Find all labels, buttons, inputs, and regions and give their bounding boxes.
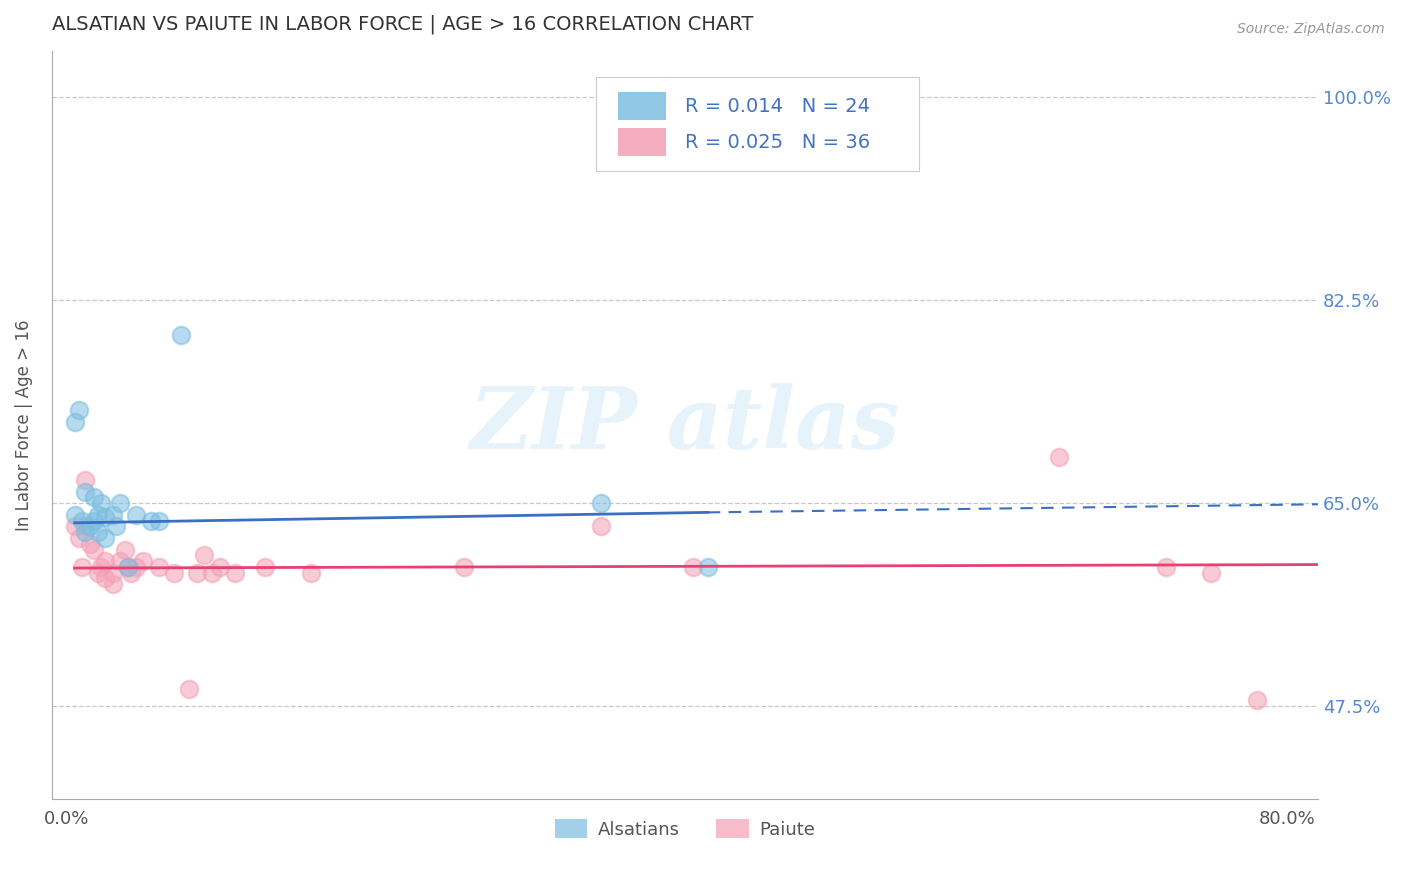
Point xyxy=(208,560,231,574)
Text: ALSATIAN VS PAIUTE IN LABOR FORCE | AGE > 16 CORRELATION CHART: ALSATIAN VS PAIUTE IN LABOR FORCE | AGE … xyxy=(52,15,754,35)
Point xyxy=(163,566,186,580)
Point xyxy=(453,560,475,574)
Point xyxy=(83,542,105,557)
Text: R = 0.025   N = 36: R = 0.025 N = 36 xyxy=(685,133,870,153)
Point xyxy=(139,514,162,528)
FancyBboxPatch shape xyxy=(617,128,666,156)
Point xyxy=(83,491,105,505)
Point xyxy=(86,508,108,522)
Text: ZIP atlas: ZIP atlas xyxy=(470,383,900,467)
Point xyxy=(75,473,97,487)
Point xyxy=(86,566,108,580)
Point xyxy=(186,566,208,580)
Point xyxy=(124,560,146,574)
Point xyxy=(193,549,215,563)
Point xyxy=(117,560,139,574)
Point xyxy=(90,560,112,574)
Point xyxy=(94,510,117,524)
FancyBboxPatch shape xyxy=(617,92,666,120)
Point xyxy=(1047,450,1070,464)
Y-axis label: In Labor Force | Age > 16: In Labor Force | Age > 16 xyxy=(15,319,32,531)
Point xyxy=(124,508,146,522)
Point xyxy=(75,525,97,540)
Point xyxy=(72,514,94,528)
Point xyxy=(67,531,90,545)
Point xyxy=(148,514,170,528)
Point xyxy=(86,525,108,540)
Point xyxy=(254,560,277,574)
Point xyxy=(104,519,127,533)
Point xyxy=(101,508,124,522)
Point xyxy=(101,566,124,580)
Point xyxy=(94,531,117,545)
Point xyxy=(1201,566,1223,580)
Point xyxy=(67,403,90,417)
Point xyxy=(75,519,97,533)
Text: Source: ZipAtlas.com: Source: ZipAtlas.com xyxy=(1237,22,1385,37)
Point xyxy=(114,542,136,557)
Point xyxy=(148,560,170,574)
Point xyxy=(63,415,86,429)
Point xyxy=(1154,560,1177,574)
Point xyxy=(63,519,86,533)
Point xyxy=(94,554,117,568)
Point xyxy=(72,560,94,574)
Legend: Alsatians, Paiute: Alsatians, Paiute xyxy=(547,812,823,846)
Point xyxy=(589,496,612,510)
Point xyxy=(110,554,132,568)
Point xyxy=(79,537,101,551)
Point xyxy=(83,514,105,528)
Point xyxy=(120,566,142,580)
Point xyxy=(75,484,97,499)
Point xyxy=(177,681,200,696)
Point xyxy=(110,496,132,510)
Point xyxy=(299,566,322,580)
Text: R = 0.014   N = 24: R = 0.014 N = 24 xyxy=(685,96,870,116)
Point xyxy=(224,566,246,580)
Point xyxy=(589,519,612,533)
Point xyxy=(1246,693,1268,707)
Point xyxy=(201,566,224,580)
Point xyxy=(94,572,117,586)
Point xyxy=(132,554,155,568)
Point xyxy=(117,560,139,574)
Point xyxy=(90,496,112,510)
Point xyxy=(696,560,718,574)
Point xyxy=(101,577,124,591)
Point xyxy=(170,328,193,343)
Point xyxy=(682,560,704,574)
FancyBboxPatch shape xyxy=(596,77,920,170)
Point xyxy=(63,508,86,522)
Point xyxy=(79,519,101,533)
